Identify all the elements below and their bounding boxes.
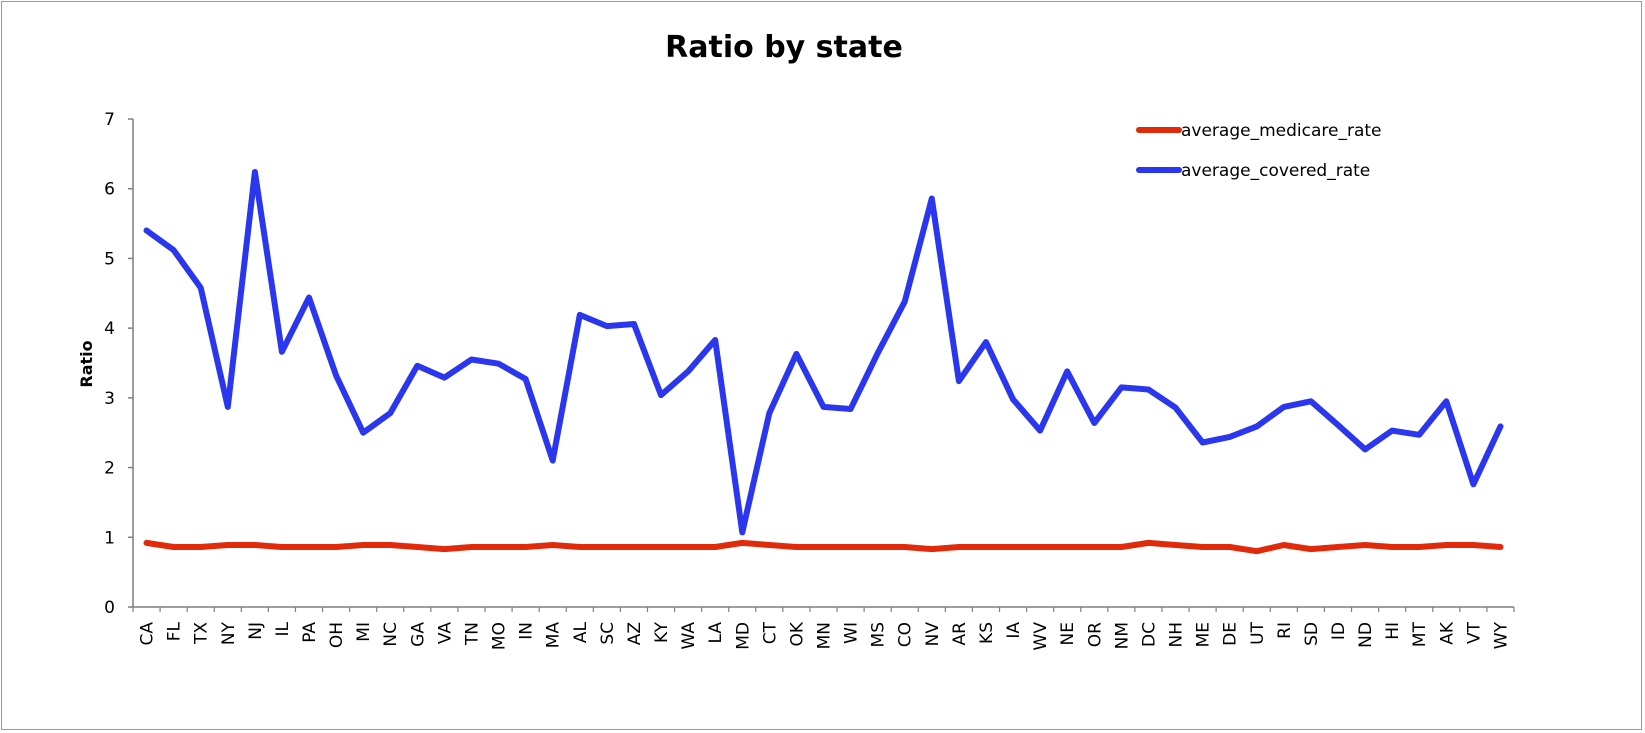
x-tick-label: AK (1437, 621, 1457, 645)
x-tick-label: ME (1194, 622, 1214, 647)
y-tick-label: 5 (104, 249, 115, 269)
y-tick-label: 1 (104, 528, 115, 548)
y-tick-label: 7 (104, 110, 115, 130)
x-tick-label: FL (165, 621, 185, 641)
x-tick-label: AR (950, 622, 970, 646)
x-tick-label: OK (787, 621, 807, 646)
x-tick-label: NV (923, 622, 943, 647)
x-tick-label: NM (1112, 622, 1132, 649)
x-tick-label: WI (842, 622, 862, 644)
x-tick-label: MA (544, 622, 564, 649)
x-tick-label: AL (571, 621, 591, 643)
x-tick-label: VA (435, 622, 455, 645)
x-tick-label: NE (1058, 622, 1078, 645)
x-axis: CA FL TX NY NJ IL PA OH MI NC GA VA TN MO IN MA AL SC AZ KY… (132, 606, 1515, 651)
x-tick-label: MT (1410, 621, 1430, 647)
series-line-average-covered-rate (143, 169, 1504, 536)
legend-label: average_medicare_rate (1181, 121, 1382, 141)
x-tick-label: NJ (246, 622, 266, 640)
y-tick-label: 0 (104, 598, 115, 618)
y-axis: 0 1 2 3 4 5 6 7 (104, 110, 134, 618)
x-tick-label: IL (273, 621, 293, 636)
x-tick-label: SD (1302, 622, 1322, 646)
x-tick-label: MS (869, 622, 889, 647)
x-tick-label: SC (598, 622, 618, 645)
x-tick-label: MO (490, 622, 510, 650)
x-tick-label: LA (706, 622, 726, 644)
x-tick-label: TN (462, 622, 482, 646)
x-tick-label: PA (300, 622, 320, 643)
x-tick-label: WV (1031, 622, 1051, 651)
legend: average_medicare_rate average_covered_rat… (1136, 121, 1382, 181)
x-tick-label: UT (1248, 621, 1268, 644)
x-tick-label: NC (381, 622, 401, 647)
x-tick-label: NY (219, 621, 239, 645)
x-tick-label: GA (408, 622, 428, 647)
x-tick-label: KY (652, 621, 672, 643)
x-tick-label: OR (1085, 622, 1105, 647)
x-tick-label: HI (1383, 622, 1403, 640)
x-tick-label: CA (138, 622, 158, 646)
x-tick-label: AZ (625, 622, 645, 645)
x-tick-label: MN (815, 622, 835, 649)
series-lines (143, 169, 1504, 555)
x-tick-label: IA (1004, 622, 1024, 639)
x-tick-label: MD (733, 622, 753, 650)
x-tick-label: MI (354, 622, 374, 642)
x-tick-label: DE (1221, 622, 1241, 646)
x-tick-label: CT (760, 621, 780, 644)
y-tick-label: 4 (104, 319, 115, 339)
x-tick-label: ID (1329, 622, 1349, 640)
y-tick-label: 2 (104, 459, 115, 479)
y-tick-label: 3 (104, 389, 115, 409)
y-axis-label: Ratio (77, 340, 96, 387)
x-tick-label: RI (1275, 622, 1295, 639)
x-tick-label: ND (1356, 622, 1376, 648)
x-tick-label: NH (1167, 622, 1187, 648)
x-tick-label: TX (192, 622, 212, 645)
x-tick-label: DC (1139, 622, 1159, 647)
series-line-average-medicare-rate (143, 539, 1504, 555)
x-tick-label: VT (1464, 621, 1484, 644)
x-tick-label: WA (679, 622, 699, 650)
x-tick-label: WY (1491, 621, 1511, 649)
chart-title: Ratio by state (665, 30, 903, 65)
x-tick-label: KS (977, 622, 997, 644)
x-tick-label: IN (517, 622, 537, 640)
y-tick-label: 6 (104, 180, 115, 200)
x-tick-label: OH (327, 622, 347, 648)
legend-label: average_covered_rate (1181, 161, 1370, 181)
x-tick-label: CO (896, 622, 916, 647)
